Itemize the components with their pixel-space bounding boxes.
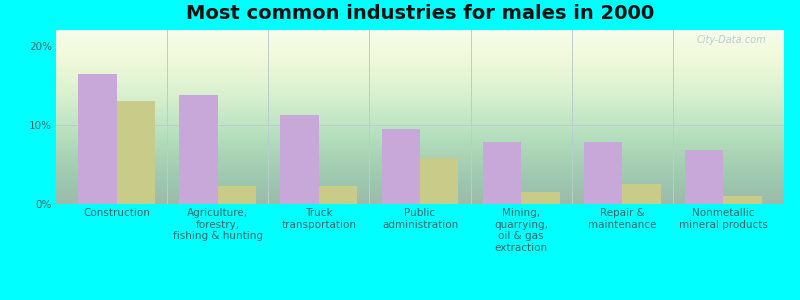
Bar bbox=[78, 74, 117, 204]
Bar bbox=[482, 142, 521, 204]
Bar bbox=[218, 186, 256, 204]
Bar bbox=[179, 95, 218, 204]
Bar bbox=[584, 142, 622, 204]
Bar bbox=[420, 158, 458, 204]
Bar bbox=[281, 116, 319, 204]
Title: Most common industries for males in 2000: Most common industries for males in 2000 bbox=[186, 4, 654, 23]
Text: City-Data.com: City-Data.com bbox=[696, 35, 766, 45]
Bar bbox=[685, 150, 723, 204]
Bar bbox=[521, 192, 559, 204]
Bar bbox=[319, 186, 358, 204]
Bar bbox=[622, 184, 661, 204]
Bar bbox=[382, 129, 420, 204]
Bar bbox=[117, 101, 155, 204]
Bar bbox=[723, 196, 762, 204]
